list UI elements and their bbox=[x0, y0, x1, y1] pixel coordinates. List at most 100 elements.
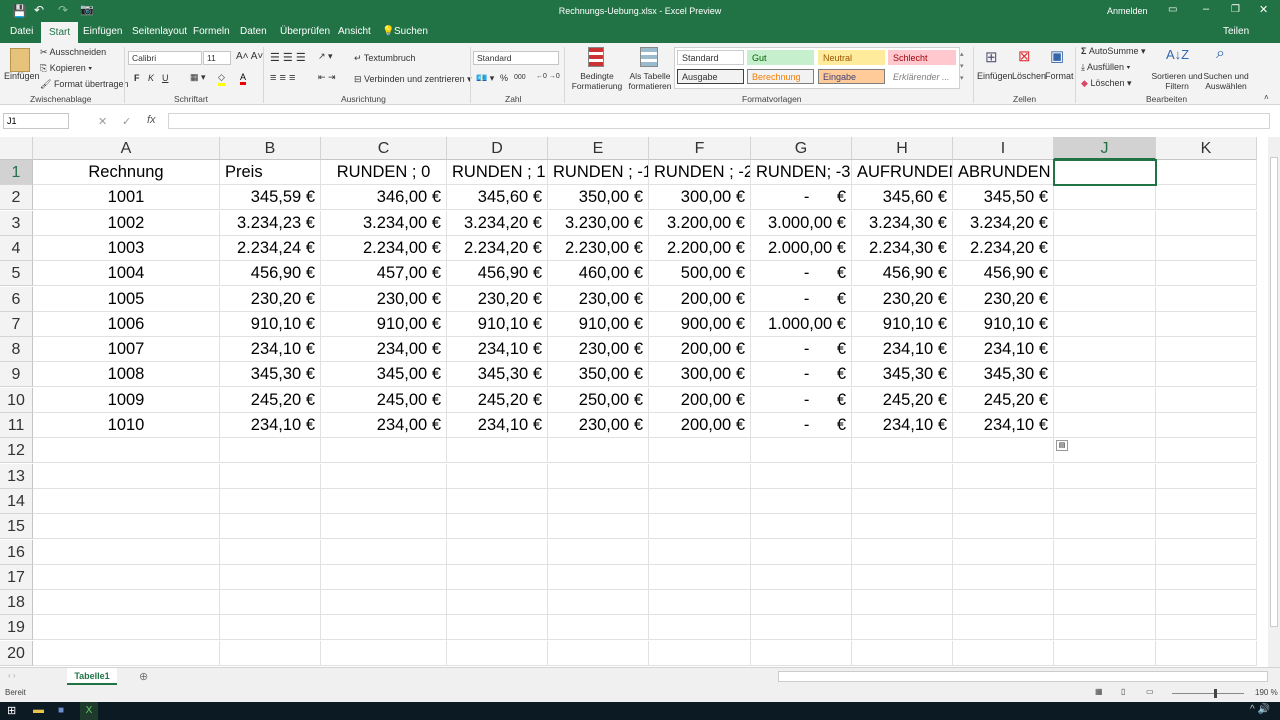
conditional-format-button[interactable]: Bedingte Formatierung bbox=[571, 71, 623, 91]
cell-i1[interactable]: ABRUNDEN bbox=[953, 160, 1054, 185]
cell-h6[interactable]: 230,20 € bbox=[852, 286, 953, 312]
cell-e13[interactable] bbox=[548, 463, 649, 489]
cell-d19[interactable] bbox=[447, 615, 548, 641]
enter-icon[interactable]: ✓ bbox=[122, 116, 132, 128]
name-box[interactable]: J1 bbox=[3, 113, 69, 129]
tab-ansicht[interactable]: Ansicht bbox=[338, 26, 371, 37]
tab-start[interactable]: Start bbox=[41, 22, 79, 43]
cell-i20[interactable] bbox=[953, 640, 1054, 666]
insert-function-button[interactable]: fx bbox=[147, 114, 156, 126]
cell-f15[interactable] bbox=[649, 514, 751, 540]
tray-icons[interactable]: ^ 🔊 bbox=[1250, 704, 1270, 715]
cell-j7[interactable] bbox=[1054, 311, 1156, 337]
sheet-nav-arrows[interactable]: ‹ › bbox=[8, 671, 16, 680]
cell-j9[interactable] bbox=[1054, 362, 1156, 388]
row-header-9[interactable]: 9 bbox=[0, 362, 33, 388]
cell-e7[interactable]: 910,00 € bbox=[548, 311, 649, 337]
cell-e16[interactable] bbox=[548, 539, 649, 565]
cell-c14[interactable] bbox=[321, 488, 447, 514]
cell-i5[interactable]: 456,90 € bbox=[953, 261, 1054, 287]
cell-a6[interactable]: 1005 bbox=[33, 286, 220, 312]
cell-j12[interactable] bbox=[1054, 438, 1156, 464]
minimize-button[interactable]: – bbox=[1203, 3, 1210, 15]
column-header-a[interactable]: A bbox=[33, 137, 220, 160]
cell-g13[interactable] bbox=[751, 463, 852, 489]
cell-c12[interactable] bbox=[321, 438, 447, 464]
cell-c11[interactable]: 234,00 € bbox=[321, 413, 447, 438]
quick-analysis-icon[interactable]: ▤ bbox=[1056, 440, 1068, 451]
cell-b16[interactable] bbox=[220, 539, 321, 565]
cell-f13[interactable] bbox=[649, 463, 751, 489]
cell-h19[interactable] bbox=[852, 615, 953, 641]
row-header-20[interactable]: 20 bbox=[0, 640, 33, 666]
cell-a20[interactable] bbox=[33, 640, 220, 666]
cell-i6[interactable]: 230,20 € bbox=[953, 286, 1054, 312]
underline-button[interactable]: U bbox=[162, 73, 169, 83]
row-header-5[interactable]: 5 bbox=[0, 261, 33, 287]
cell-f4[interactable]: 2.200,00 € bbox=[649, 235, 751, 261]
cell-d2[interactable]: 345,60 € bbox=[447, 185, 548, 211]
cell-j20[interactable] bbox=[1054, 640, 1156, 666]
cell-a13[interactable] bbox=[33, 463, 220, 489]
column-header-b[interactable]: B bbox=[220, 137, 321, 160]
cell-i4[interactable]: 2.234,20 € bbox=[953, 235, 1054, 261]
cell-f12[interactable] bbox=[649, 438, 751, 464]
cell-d11[interactable]: 234,10 € bbox=[447, 413, 548, 438]
cell-i12[interactable] bbox=[953, 438, 1054, 464]
cell-d7[interactable]: 910,10 € bbox=[447, 311, 548, 337]
cell-d13[interactable] bbox=[447, 463, 548, 489]
tab-einfuegen[interactable]: Einfügen bbox=[83, 26, 123, 37]
cell-g7[interactable]: 1.000,00 € bbox=[751, 311, 852, 337]
cell-h16[interactable] bbox=[852, 539, 953, 565]
percent-button[interactable]: % bbox=[500, 73, 509, 83]
formula-input[interactable] bbox=[168, 113, 1270, 129]
undo-icon[interactable]: ↶ bbox=[34, 3, 45, 17]
cell-a3[interactable]: 1002 bbox=[33, 210, 220, 236]
cell-c6[interactable]: 230,00 € bbox=[321, 286, 447, 312]
cell-g16[interactable] bbox=[751, 539, 852, 565]
paste-button[interactable]: Einfügen bbox=[4, 71, 40, 81]
cell-c16[interactable] bbox=[321, 539, 447, 565]
cell-g17[interactable] bbox=[751, 564, 852, 590]
cell-j4[interactable] bbox=[1054, 235, 1156, 261]
cell-k11[interactable] bbox=[1156, 413, 1257, 438]
cell-a11[interactable]: 1010 bbox=[33, 413, 220, 438]
delete-cells-button[interactable]: Löschen bbox=[1012, 71, 1047, 81]
row-header-11[interactable]: 11 bbox=[0, 413, 33, 438]
cell-b1[interactable]: Preis bbox=[220, 160, 321, 185]
cell-i10[interactable]: 245,20 € bbox=[953, 387, 1054, 413]
cell-j2[interactable] bbox=[1054, 185, 1156, 211]
cell-h4[interactable]: 2.234,30 € bbox=[852, 235, 953, 261]
decimal-icons[interactable]: ←0 →0 bbox=[536, 73, 560, 80]
row-header-2[interactable]: 2 bbox=[0, 185, 33, 211]
cell-c3[interactable]: 3.234,00 € bbox=[321, 210, 447, 236]
cell-g1[interactable]: RUNDEN; -3 bbox=[751, 160, 852, 185]
merge-center-button[interactable]: ⊟ Verbinden und zentrieren ▾ bbox=[354, 74, 472, 84]
grow-font-icon[interactable]: A˄ A˅ bbox=[236, 51, 264, 62]
style-eingabe[interactable]: Eingabe bbox=[818, 69, 885, 84]
cell-d17[interactable] bbox=[447, 564, 548, 590]
cell-h17[interactable] bbox=[852, 564, 953, 590]
cell-h1[interactable]: AUFRUNDEN bbox=[852, 160, 953, 185]
cell-i13[interactable] bbox=[953, 463, 1054, 489]
page-break-button[interactable]: ▭ bbox=[1146, 687, 1154, 696]
cell-k9[interactable] bbox=[1156, 362, 1257, 388]
wrap-text-button[interactable]: ↵ Textumbruch bbox=[354, 53, 416, 63]
horizontal-scrollbar[interactable] bbox=[778, 671, 1268, 682]
save-icon[interactable]: 💾 bbox=[12, 4, 27, 18]
cell-f7[interactable]: 900,00 € bbox=[649, 311, 751, 337]
cell-g11[interactable]: - € bbox=[751, 413, 852, 438]
cell-d6[interactable]: 230,20 € bbox=[447, 286, 548, 312]
cell-k18[interactable] bbox=[1156, 590, 1257, 616]
style-gut[interactable]: Gut bbox=[747, 50, 814, 65]
fill-color-icon[interactable]: ◇ bbox=[218, 72, 225, 86]
cell-b5[interactable]: 456,90 € bbox=[220, 261, 321, 287]
gallery-scroll[interactable]: ▴ ▾ ▾ bbox=[960, 51, 964, 82]
cell-k16[interactable] bbox=[1156, 539, 1257, 565]
cell-e11[interactable]: 230,00 € bbox=[548, 413, 649, 438]
cell-j5[interactable] bbox=[1054, 261, 1156, 287]
cell-b19[interactable] bbox=[220, 615, 321, 641]
cell-e9[interactable]: 350,00 € bbox=[548, 362, 649, 388]
cell-a8[interactable]: 1007 bbox=[33, 337, 220, 363]
cell-e6[interactable]: 230,00 € bbox=[548, 286, 649, 312]
